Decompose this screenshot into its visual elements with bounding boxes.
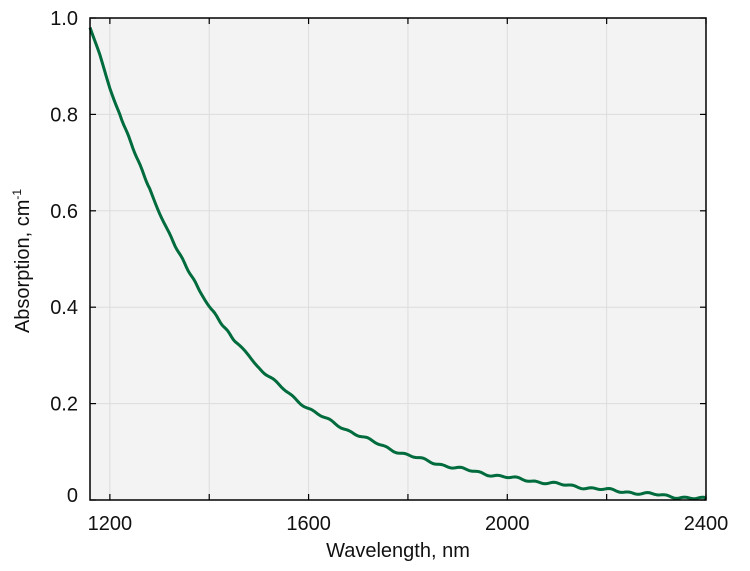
x-tick-label: 2400 [684,513,729,535]
x-tick-label: 1600 [286,513,331,535]
grid-lines [90,18,706,500]
y-axis-title: Absorption, cm-1 [10,189,34,333]
series-line-absorption [88,27,708,501]
x-tick-label: 1200 [88,513,133,535]
x-tick-label: 2000 [485,513,530,535]
plot-area [90,18,706,500]
y-tick-label: 0 [67,485,78,507]
y-axis-title-main: Absorption, cm [12,200,34,333]
y-tick-label: 0.6 [50,201,78,223]
axis-ticks [90,17,707,501]
plot-frame [89,17,707,501]
y-tick-label: 0.4 [50,297,78,319]
tick-labels: 1200 1600 2000 2400 0 0.2 0.4 0.6 0.8 1.0 [50,8,728,535]
y-tick-label: 0.2 [50,394,78,416]
y-tick-label: 0.8 [50,104,78,126]
y-tick-label: 1.0 [50,8,78,30]
x-axis-title: Wavelength, nm [326,540,470,562]
y-axis-title-superscript: -1 [10,189,24,200]
